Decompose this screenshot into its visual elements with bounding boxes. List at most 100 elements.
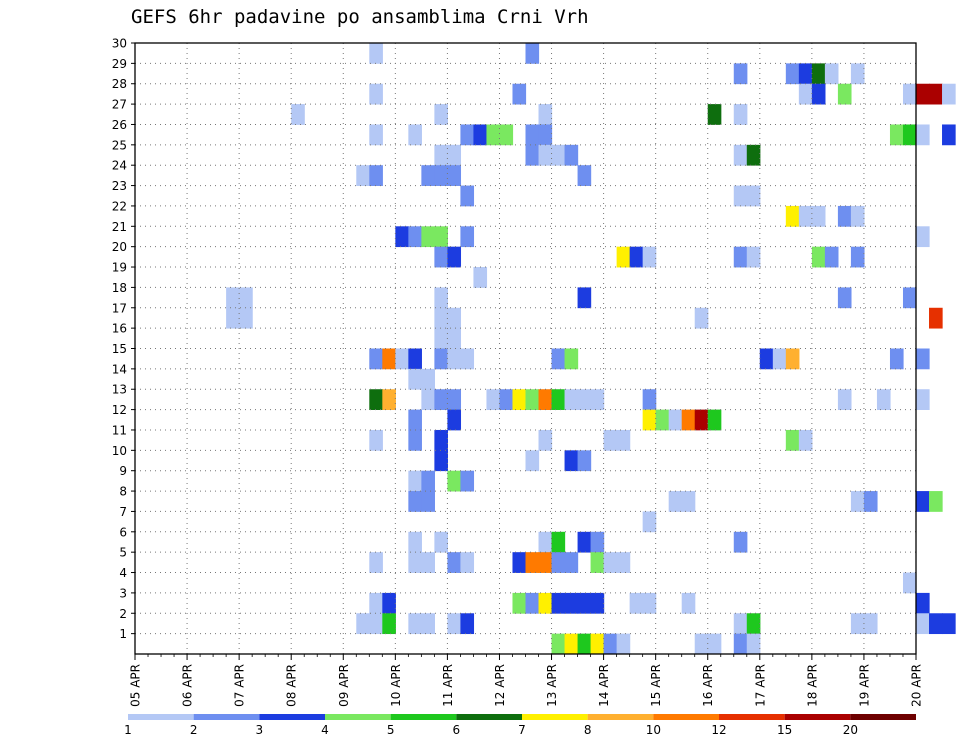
heatmap-cell bbox=[538, 124, 553, 146]
heatmap-cell bbox=[668, 409, 683, 431]
heatmap-cell bbox=[733, 104, 748, 125]
heatmap-cell bbox=[564, 348, 579, 370]
heatmap-cell bbox=[876, 389, 891, 410]
y-tick-label: 23 bbox=[112, 179, 127, 193]
heatmap-cell bbox=[408, 470, 422, 492]
colorbar-swatch bbox=[325, 714, 391, 720]
heatmap-cell bbox=[616, 633, 631, 655]
heatmap-cell bbox=[369, 165, 383, 186]
heatmap-cell bbox=[408, 429, 422, 451]
colorbar-label: 7 bbox=[518, 723, 526, 737]
heatmap-cell bbox=[850, 246, 865, 268]
heatmap-cell bbox=[629, 592, 644, 614]
heatmap-cell bbox=[850, 613, 865, 635]
colorbar-label: 12 bbox=[711, 723, 726, 737]
heatmap-cell bbox=[408, 124, 422, 146]
heatmap-cell bbox=[421, 613, 435, 635]
heatmap-cell bbox=[733, 633, 748, 655]
heatmap-cell bbox=[369, 552, 383, 573]
heatmap-cell bbox=[564, 389, 579, 410]
heatmap-cell bbox=[590, 531, 605, 553]
heatmap-cell bbox=[824, 63, 839, 85]
heatmap-cell bbox=[538, 552, 553, 573]
heatmap-cell bbox=[850, 491, 865, 512]
heatmap-cell bbox=[642, 409, 657, 431]
heatmap-cell bbox=[447, 246, 462, 268]
heatmap-cell bbox=[512, 389, 527, 410]
heatmap-cell bbox=[525, 450, 540, 472]
x-tick-label: 13 APR bbox=[545, 664, 559, 707]
heatmap-cell bbox=[551, 144, 566, 166]
heatmap-cell bbox=[942, 124, 956, 146]
heatmap-cell bbox=[434, 531, 448, 553]
heatmap-cell bbox=[486, 389, 501, 410]
heatmap-cell bbox=[694, 409, 709, 431]
heatmap-cell bbox=[577, 389, 592, 410]
x-tick-label: 07 APR bbox=[233, 664, 247, 707]
x-tick-label: 17 APR bbox=[753, 664, 767, 707]
heatmap-cell bbox=[434, 450, 448, 472]
heatmap-cell bbox=[421, 389, 435, 410]
heatmap-cell bbox=[642, 389, 657, 410]
heatmap-cell bbox=[824, 246, 839, 268]
heatmap-cell bbox=[655, 409, 670, 431]
y-tick-label: 16 bbox=[112, 322, 127, 336]
heatmap-cell bbox=[239, 287, 253, 309]
heatmap-cell bbox=[746, 144, 761, 166]
heatmap-cell bbox=[733, 246, 748, 268]
colorbar-label: 4 bbox=[321, 723, 329, 737]
heatmap-cell bbox=[447, 470, 462, 492]
heatmap-cell bbox=[421, 368, 435, 390]
heatmap-cell bbox=[382, 592, 396, 614]
heatmap-cell bbox=[525, 389, 540, 410]
heatmap-cell bbox=[551, 389, 566, 410]
heatmap-cell bbox=[772, 348, 787, 370]
heatmap-cell bbox=[902, 124, 917, 146]
heatmap-cell bbox=[512, 83, 527, 105]
colorbar-swatch bbox=[193, 714, 260, 720]
x-tick-label: 18 APR bbox=[805, 664, 819, 707]
heatmap-cell bbox=[434, 226, 448, 248]
heatmap-cell bbox=[707, 104, 722, 125]
colorbar-label: 2 bbox=[190, 723, 198, 737]
heatmap-cell bbox=[577, 450, 592, 472]
y-tick-label: 21 bbox=[112, 220, 127, 234]
heatmap-cell bbox=[564, 592, 579, 614]
heatmap-cell bbox=[395, 226, 409, 248]
colorbar-label: 10 bbox=[646, 723, 661, 737]
colorbar-label: 1 bbox=[124, 723, 132, 737]
heatmap-cell bbox=[577, 633, 592, 655]
heatmap-cell bbox=[551, 633, 566, 655]
heatmap-cell bbox=[590, 592, 605, 614]
heatmap-cell bbox=[929, 307, 943, 329]
heatmap-cell bbox=[642, 592, 657, 614]
heatmap-cell bbox=[499, 124, 514, 146]
heatmap-cell bbox=[564, 450, 579, 472]
colorbar-swatch bbox=[653, 714, 719, 720]
heatmap-cell bbox=[916, 124, 930, 146]
heatmap-cell bbox=[577, 592, 592, 614]
heatmap-cell bbox=[811, 205, 826, 227]
colorbar-swatch bbox=[784, 714, 851, 720]
y-tick-label: 19 bbox=[112, 261, 127, 275]
heatmap-cell bbox=[369, 43, 383, 64]
heatmap-cell bbox=[785, 429, 800, 451]
heatmap-cell bbox=[916, 592, 930, 614]
heatmap-cell bbox=[889, 348, 904, 370]
heatmap-cell bbox=[421, 226, 435, 248]
heatmap-cell bbox=[447, 389, 462, 410]
heatmap-cell bbox=[811, 83, 826, 105]
heatmap-cell bbox=[916, 83, 930, 105]
colorbar-swatch bbox=[587, 714, 654, 720]
heatmap-cell bbox=[408, 368, 422, 390]
heatmap-cell bbox=[785, 63, 800, 85]
heatmap-cell bbox=[434, 165, 448, 186]
heatmap-cell bbox=[447, 613, 462, 635]
colorbar-swatch bbox=[456, 714, 522, 720]
y-tick-label: 24 bbox=[112, 159, 127, 173]
y-tick-label: 29 bbox=[112, 57, 127, 71]
heatmap-cell bbox=[551, 348, 566, 370]
y-tick-label: 27 bbox=[112, 98, 127, 112]
heatmap-cell bbox=[369, 592, 383, 614]
